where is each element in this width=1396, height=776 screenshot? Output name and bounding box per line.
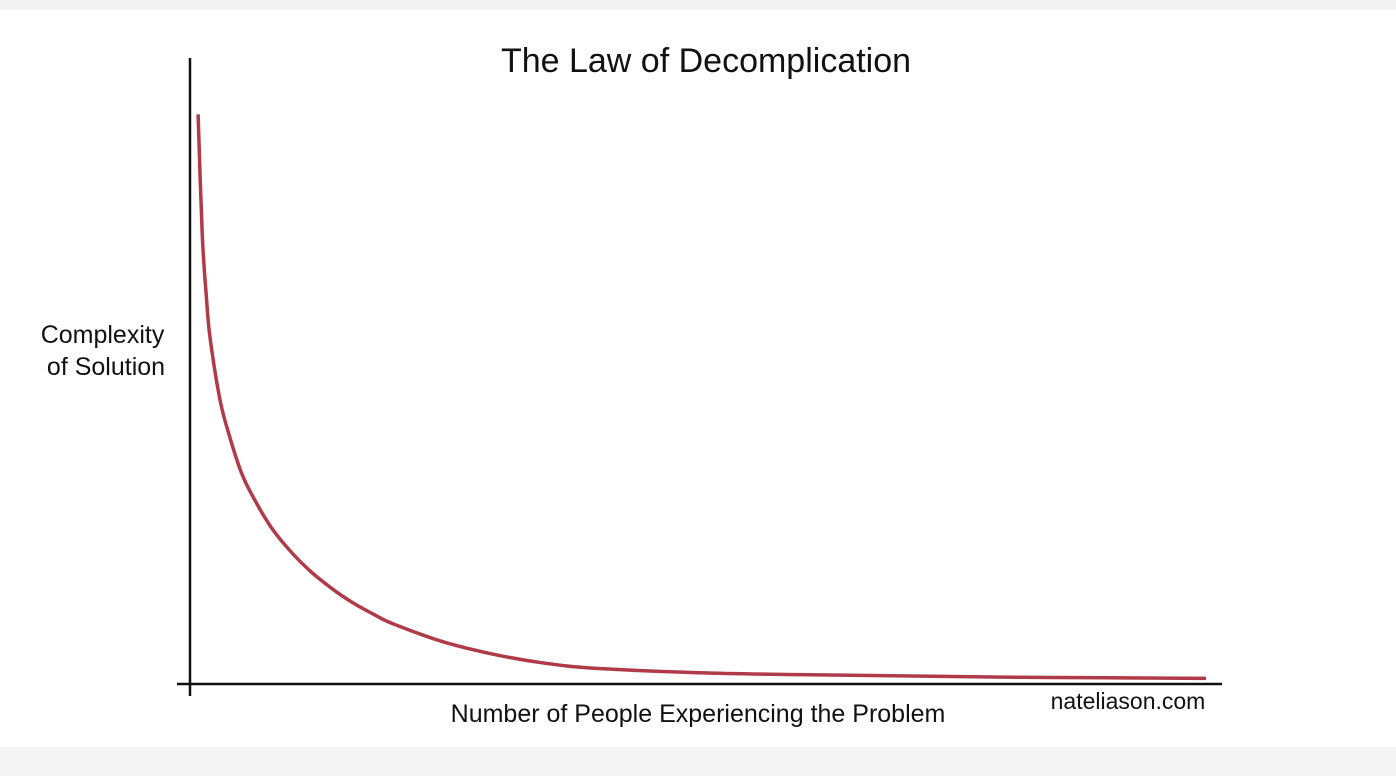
watermark-text: nateliason.com [1051, 688, 1206, 714]
chart-title: The Law of Decomplication [501, 42, 911, 80]
page-bottom-strip [0, 747, 1396, 776]
series-line-0 [196, 114, 1207, 681]
y-axis-label-line-2: of Solution [47, 353, 165, 381]
x-axis-label: Number of People Experiencing the Proble… [451, 700, 946, 728]
y-axis-label: Complexity of Solution [41, 321, 172, 381]
y-axis-label-line-1: Complexity [41, 321, 165, 349]
chart-card [0, 10, 1396, 747]
series-layer [196, 114, 1207, 681]
